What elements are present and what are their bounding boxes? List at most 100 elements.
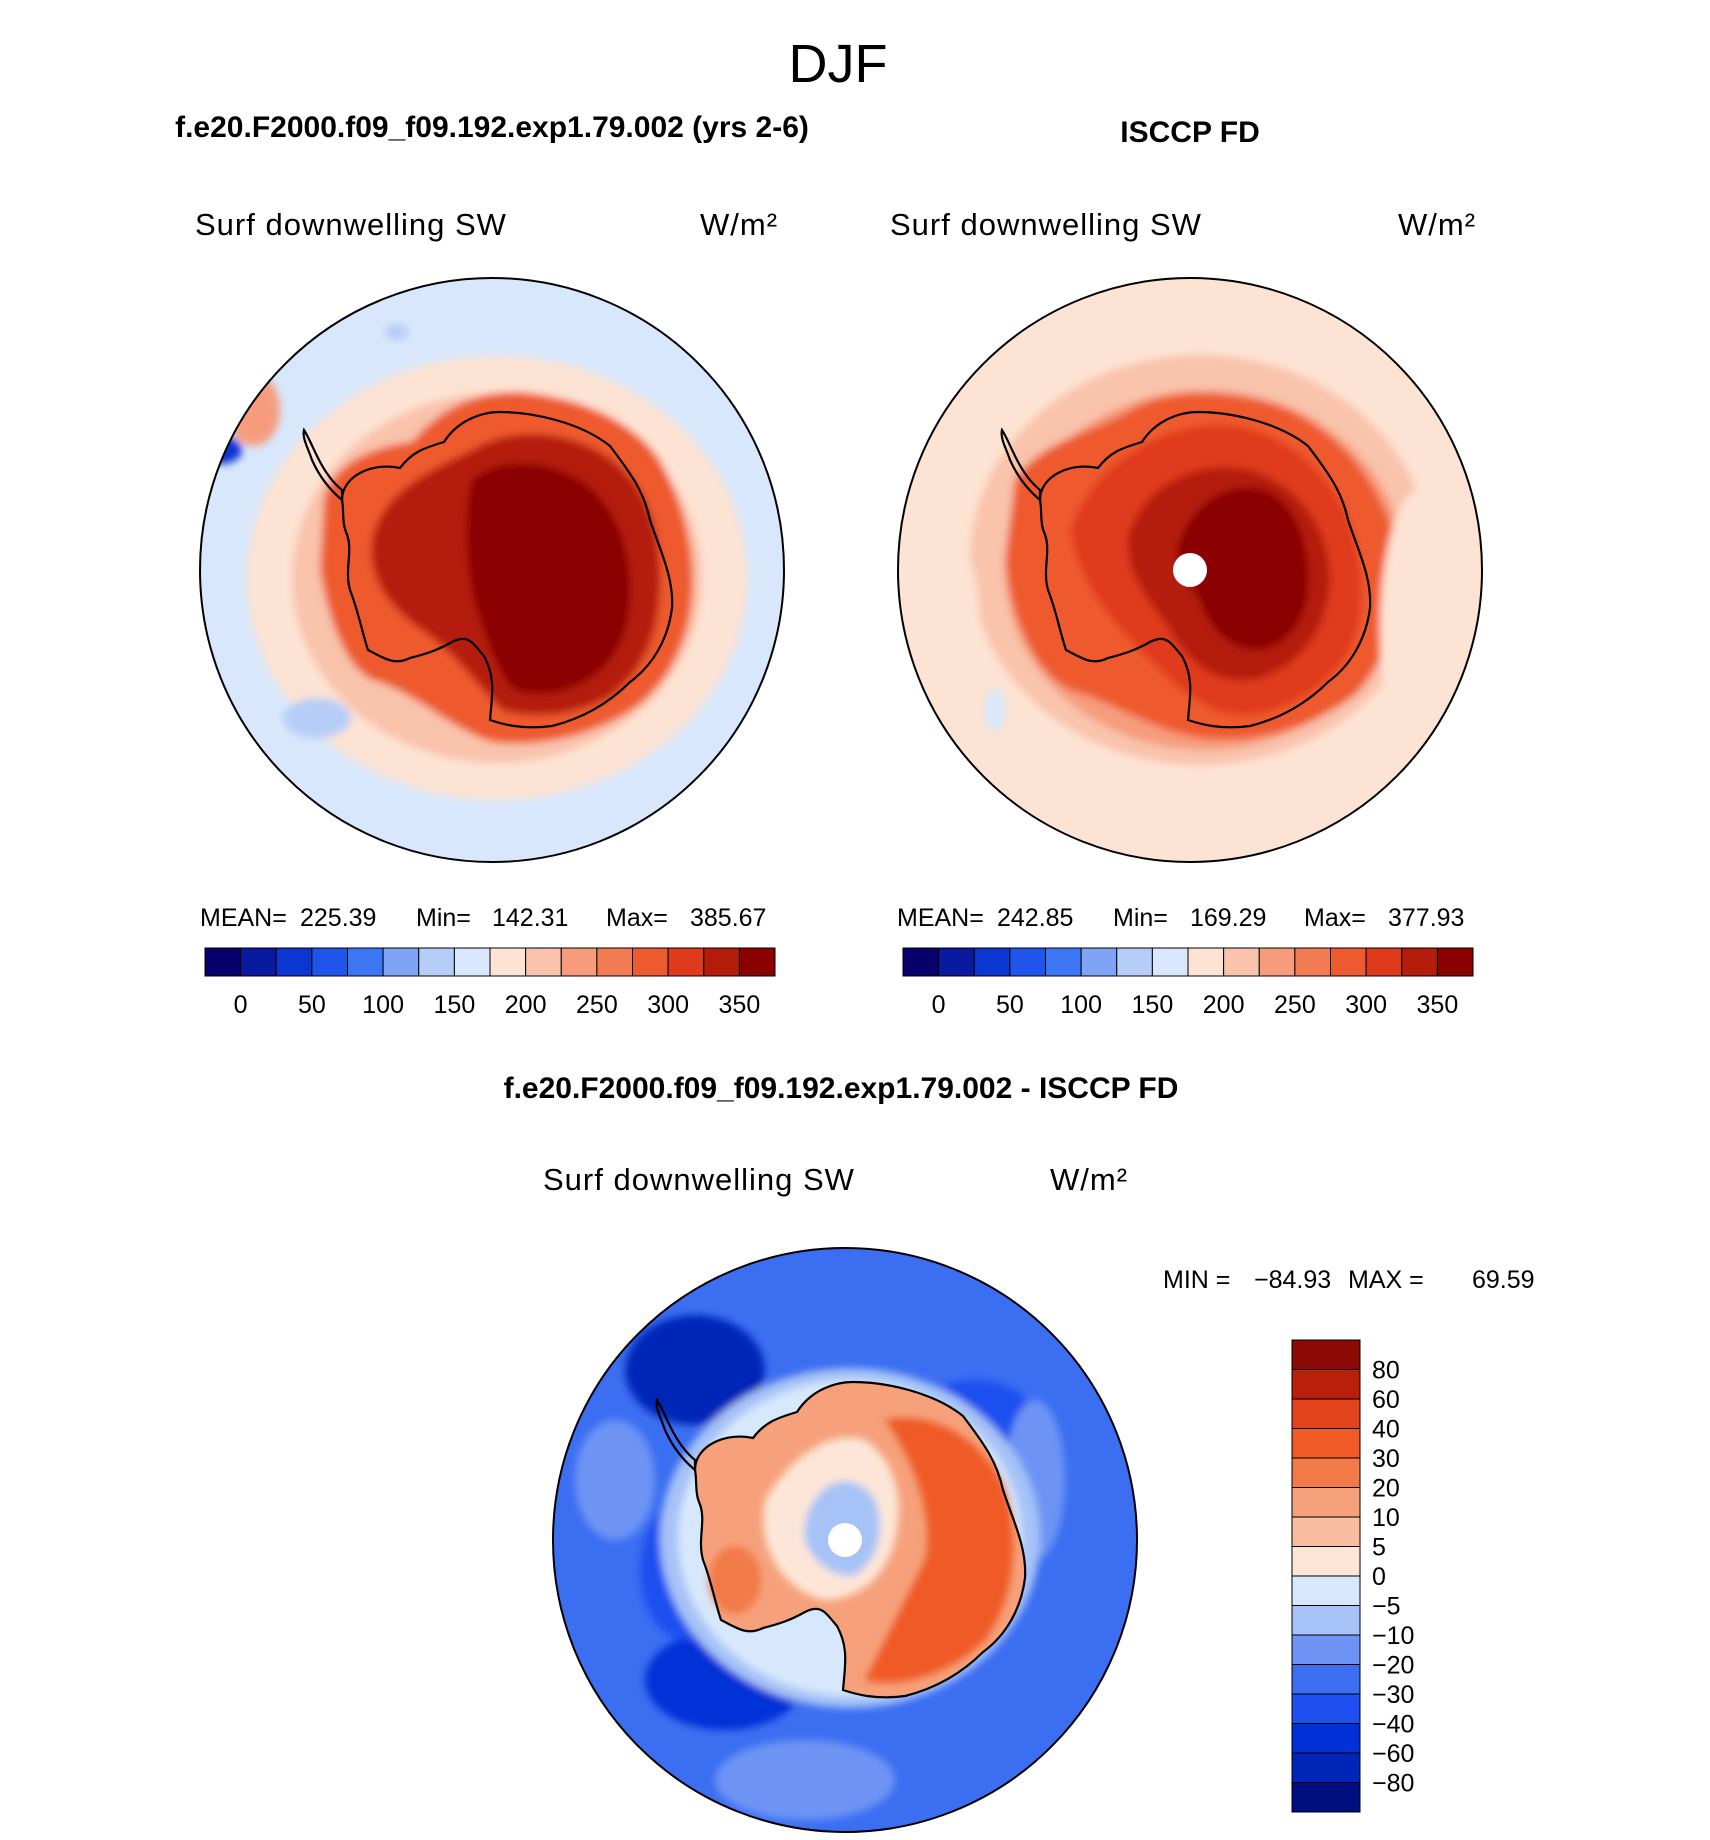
panel-obs: Surf downwelling SW W/m²: [890, 207, 1483, 1019]
colorbar-tick-label: 40: [1372, 1416, 1400, 1444]
panel-model-max-label: Max=: [606, 904, 668, 932]
panel-model-map: [199, 277, 785, 863]
panel-obs-colorbar: 0 50 100 150 200 250 300 350: [902, 947, 1474, 1019]
map-c-light-blue-3: [575, 1420, 655, 1540]
colorbar-tick-label: −80: [1372, 1770, 1414, 1798]
panel-model-mean-value: 225.39: [300, 904, 376, 932]
colorbar-tick-label: −10: [1372, 1622, 1414, 1650]
colorbar-swatch: [1291, 1723, 1361, 1754]
map-b-blue-patch: [985, 688, 1005, 732]
colorbar-tick-label: 0: [234, 991, 248, 1019]
panel-obs-min-label: Min=: [1113, 904, 1168, 932]
model-panel-title: f.e20.F2000.f09_f09.192.exp1.79.002 (yrs…: [175, 111, 809, 144]
colorbar-tick-label: −30: [1372, 1681, 1414, 1709]
colorbar-swatch: [382, 947, 420, 977]
colorbar-swatch: [1291, 1693, 1361, 1724]
colorbar-swatch: [1291, 1487, 1361, 1518]
panel-obs-mean-value: 242.85: [997, 904, 1073, 932]
colorbar-swatch: [1291, 1782, 1361, 1813]
panel-obs-min-value: 169.29: [1190, 904, 1266, 932]
colorbar-swatch: [1045, 947, 1082, 977]
colorbar-swatch: [703, 947, 740, 977]
map-c-land-positive-west: [709, 1546, 761, 1614]
colorbar-tick-label: 350: [1417, 991, 1459, 1019]
colorbar-tick-label: −60: [1372, 1740, 1414, 1768]
colorbar-swatch: [1294, 947, 1331, 977]
colorbar-swatch: [1291, 1457, 1361, 1488]
panel-diff: Surf downwelling SW W/m²: [543, 1162, 1535, 1833]
colorbar-tick-label: −40: [1372, 1711, 1414, 1739]
colorbar-tick-label: 350: [719, 991, 761, 1019]
colorbar-swatch: [1291, 1428, 1361, 1459]
colorbar-tick-label: 100: [362, 991, 404, 1019]
colorbar-swatch: [1291, 1575, 1361, 1606]
colorbar-swatch: [973, 947, 1011, 977]
panel-obs-max-label: Max=: [1304, 904, 1366, 932]
colorbar-swatch: [453, 947, 491, 977]
colorbar-swatch: [1401, 947, 1438, 977]
panel-model-min-label: Min=: [416, 904, 471, 932]
colorbar-tick-label: 0: [932, 991, 946, 1019]
diff-panel-title: f.e20.F2000.f09_f09.192.exp1.79.002 - IS…: [504, 1072, 1179, 1105]
colorbar-swatch: [938, 947, 975, 977]
map-b-pole-hole: [1173, 553, 1207, 587]
panel-obs-units: W/m²: [1398, 207, 1476, 242]
colorbar-tick-label: 50: [298, 991, 326, 1019]
map-b-pale-patch-2: [1380, 490, 1460, 770]
colorbar-tick-label: 50: [996, 991, 1024, 1019]
colorbar-swatch: [902, 947, 940, 977]
colorbar-tick-label: 250: [576, 991, 618, 1019]
panel-diff-min-value: −84.93: [1254, 1266, 1331, 1294]
colorbar-swatch: [1258, 947, 1296, 977]
obs-panel-title: ISCCP FD: [1120, 116, 1259, 149]
colorbar-tick-label: 60: [1372, 1386, 1400, 1414]
colorbar-tick-label: 20: [1372, 1475, 1400, 1503]
figure-season-title: DJF: [789, 34, 888, 94]
colorbar-tick-label: −5: [1372, 1593, 1401, 1621]
colorbar-swatch: [1223, 947, 1260, 977]
colorbar-swatch: [738, 947, 776, 977]
panel-diff-units: W/m²: [1050, 1162, 1128, 1197]
colorbar-swatch: [275, 947, 313, 977]
colorbar-tick-label: 300: [1345, 991, 1387, 1019]
colorbar-tick-label: 150: [1132, 991, 1174, 1019]
map-c-deep-blue-1: [625, 1315, 765, 1425]
panel-obs-max-value: 377.93: [1388, 904, 1464, 932]
colorbar-tick-label: 200: [1203, 991, 1245, 1019]
colorbar-swatch: [632, 947, 669, 977]
colorbar-swatch: [1291, 1546, 1361, 1577]
map-a-blue-patch-1: [283, 698, 351, 738]
map-a-frame: [199, 277, 785, 863]
colorbar-swatch: [1291, 1398, 1361, 1429]
panel-diff-variable-title: Surf downwelling SW: [543, 1162, 855, 1197]
map-c-pole-hole: [828, 1523, 862, 1557]
colorbar-swatch: [1116, 947, 1153, 977]
colorbar-swatch: [1151, 947, 1189, 977]
colorbar-swatch: [1187, 947, 1225, 977]
map-a-red-patch: [228, 374, 280, 446]
map-c-land-positive-east: [865, 1418, 1014, 1683]
colorbar-tick-label: 5: [1372, 1534, 1386, 1562]
map-c-frame: [552, 1247, 1138, 1833]
colorbar-swatch: [347, 947, 384, 977]
colorbar-swatch: [1291, 1516, 1361, 1547]
colorbar-swatch: [204, 947, 242, 977]
map-b-frame: [897, 277, 1483, 863]
colorbar-swatch: [596, 947, 633, 977]
map-a-band-350: [466, 463, 631, 694]
panel-model-colorbar: 0 50 100 150 200 250 300 350: [204, 947, 776, 1019]
panel-model-variable-title: Surf downwelling SW: [195, 207, 507, 242]
map-b-band-375: [1177, 487, 1309, 650]
colorbar-swatch: [1291, 1664, 1361, 1695]
colorbar-tick-label: −20: [1372, 1652, 1414, 1680]
colorbar-swatch: [1080, 947, 1118, 977]
colorbar-tick-label: 150: [434, 991, 476, 1019]
colorbar-tick-label: 250: [1274, 991, 1316, 1019]
colorbar-swatch: [489, 947, 527, 977]
colorbar-swatch: [1291, 1634, 1361, 1665]
colorbar-swatch: [1291, 1369, 1361, 1400]
map-c-light-blue-1: [715, 1740, 895, 1820]
panel-model: Surf downwelling SW W/m²: [195, 207, 785, 1019]
